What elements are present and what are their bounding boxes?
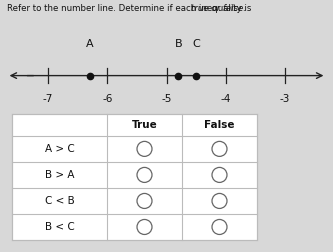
Text: -6: -6 bbox=[102, 94, 113, 104]
Text: -3: -3 bbox=[280, 94, 290, 104]
Circle shape bbox=[212, 219, 227, 234]
Circle shape bbox=[137, 219, 152, 234]
Circle shape bbox=[137, 167, 152, 182]
Text: true or false.: true or false. bbox=[191, 4, 246, 13]
Text: C: C bbox=[192, 39, 200, 49]
Text: A: A bbox=[86, 39, 93, 49]
Circle shape bbox=[212, 194, 227, 208]
Text: -5: -5 bbox=[161, 94, 172, 104]
Text: B: B bbox=[174, 39, 182, 49]
Text: C < B: C < B bbox=[45, 196, 74, 206]
Text: True: True bbox=[132, 120, 158, 130]
FancyBboxPatch shape bbox=[12, 114, 257, 240]
Text: B > A: B > A bbox=[45, 170, 74, 180]
Text: -4: -4 bbox=[220, 94, 231, 104]
Circle shape bbox=[137, 141, 152, 156]
Circle shape bbox=[137, 194, 152, 208]
Text: A > C: A > C bbox=[45, 144, 74, 154]
Text: False: False bbox=[204, 120, 235, 130]
Circle shape bbox=[212, 167, 227, 182]
Text: -7: -7 bbox=[43, 94, 53, 104]
Circle shape bbox=[212, 141, 227, 156]
Text: B < C: B < C bbox=[45, 222, 74, 232]
Text: Refer to the number line. Determine if each inequality is: Refer to the number line. Determine if e… bbox=[7, 4, 254, 13]
